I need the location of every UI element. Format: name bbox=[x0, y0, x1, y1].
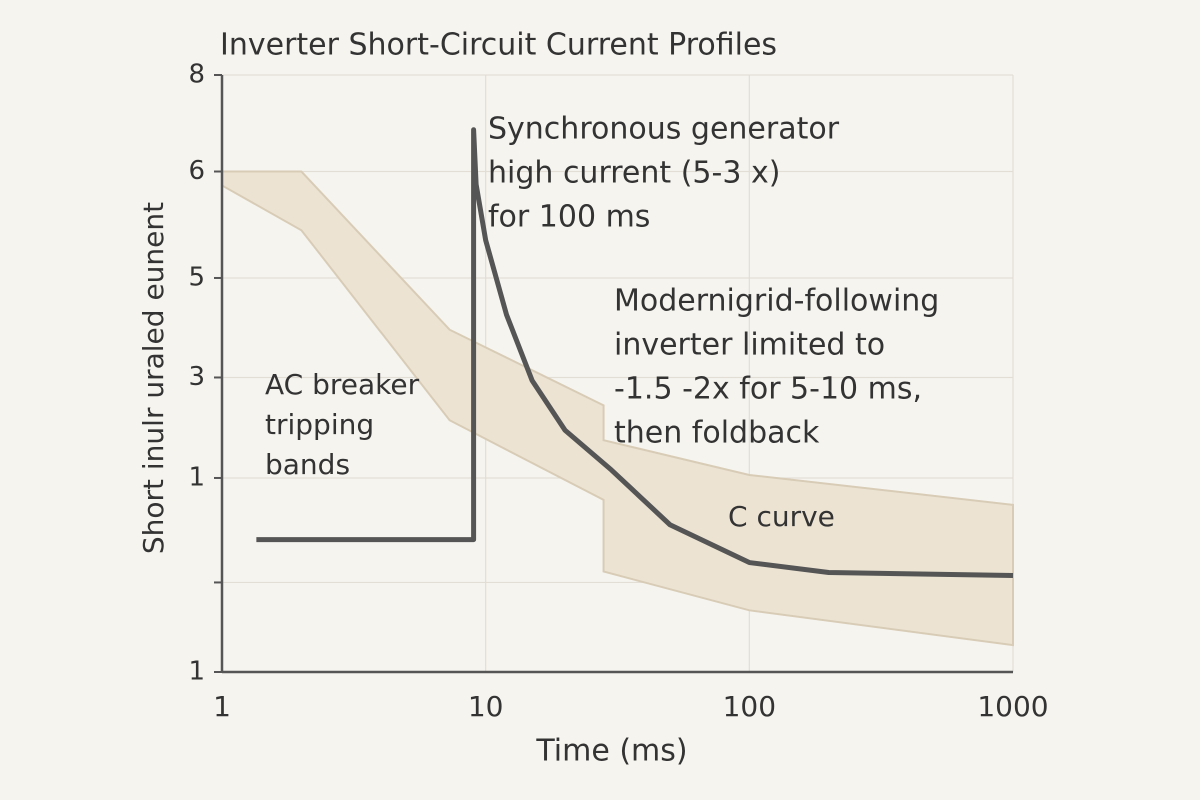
annotation: high current (5-3 x) bbox=[488, 156, 780, 191]
x-tick-label: 10 bbox=[468, 690, 504, 723]
annotation: AC breaker bbox=[265, 368, 420, 401]
annotation: then foldback bbox=[614, 416, 820, 451]
annotation: for 100 ms bbox=[488, 200, 650, 235]
x-tick-label: 100 bbox=[723, 690, 776, 723]
x-tick-label: 1 bbox=[213, 690, 231, 723]
chart-title: Inverter Short-Circuit Current Profiles bbox=[220, 28, 777, 63]
annotation: Synchronous generator bbox=[488, 112, 840, 147]
y-axis-label: Short inulr uraled eunent bbox=[137, 202, 170, 554]
x-axis-label: Time (ms) bbox=[535, 734, 687, 769]
tripping-band bbox=[221, 170, 1014, 647]
annotation: C curve bbox=[728, 500, 835, 533]
annotation: -1.5 -2x for 5-10 ms, bbox=[614, 372, 922, 407]
y-tick-label: 5 bbox=[188, 262, 205, 292]
x-tick-label: 1000 bbox=[977, 690, 1048, 723]
y-tick-label: 6 bbox=[188, 156, 205, 186]
y-tick-label: 1 bbox=[188, 657, 205, 687]
annotation: Modernigrid-following bbox=[614, 284, 939, 319]
annotation: inverter limited to bbox=[614, 328, 885, 363]
annotation: bands bbox=[265, 448, 350, 481]
current-curve bbox=[256, 127, 1014, 578]
annotation: tripping bbox=[265, 408, 374, 441]
y-tick-label: 3 bbox=[188, 362, 205, 392]
y-tick-label: 1 bbox=[188, 462, 205, 492]
y-tick-label: 8 bbox=[188, 60, 205, 90]
